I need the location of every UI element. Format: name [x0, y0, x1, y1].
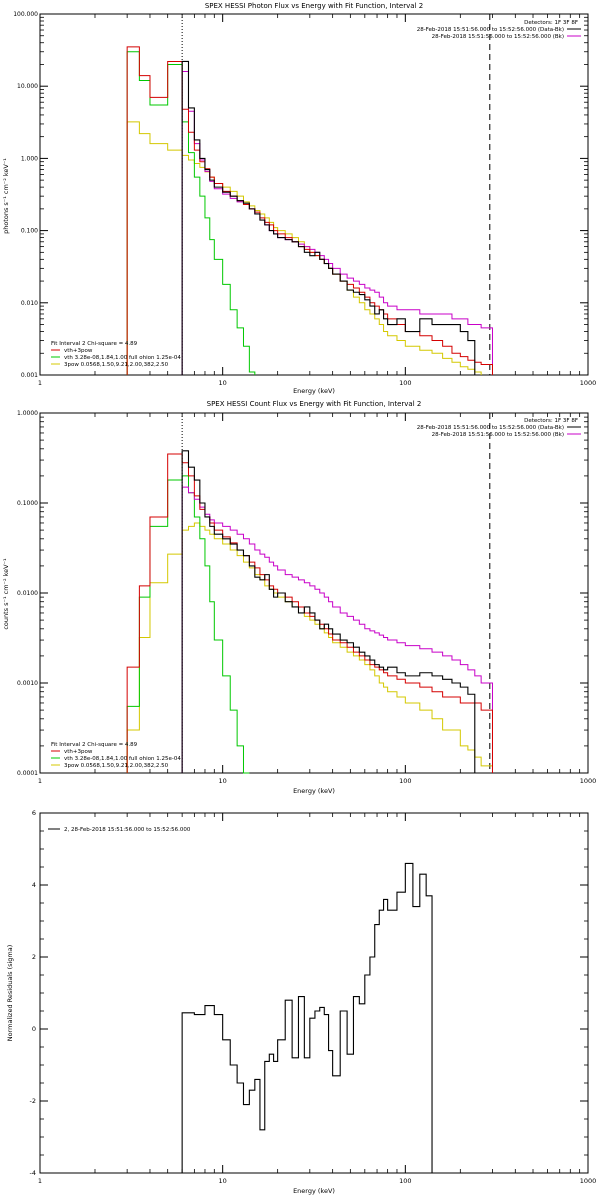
panel2-axes: 1 10 100 1000 0.0001 0.0010 0.0100 0.1000 1.0000	[17, 410, 596, 785]
panel1-detectors: Detectors: 1F 3F 8F	[524, 20, 578, 26]
panel2-ytick-label: 0.0100	[17, 590, 38, 597]
panel1-vth3pow-label: vth+3pow	[64, 348, 93, 354]
panel1-series-vth	[126, 51, 256, 375]
panel2-data-interval: 28-Feb-2018 15:51:56.000 to 15:52:56.000…	[417, 425, 564, 431]
panel3-legend-label: 2, 28-Feb-2018 15:51:56.000 to 15:52:56.…	[64, 827, 191, 833]
panel1-ytick-label: 0.100	[21, 228, 38, 235]
panel1-frame	[39, 13, 589, 376]
panel2-pow-label: 3pow 0.0568,1.50,9.21,2.00,382,2.50	[64, 763, 169, 769]
panel3-xtick-label: 1	[38, 1177, 42, 1185]
photon-flux-panel: SPEX HESSI Photon Flux vs Energy with Fi…	[2, 2, 596, 395]
residuals-panel: 1 10 100 1000 -4 -2 0 2 4 6 Energy (keV) Normaliz…	[6, 809, 596, 1195]
panel2-xtick-label: 10	[219, 777, 227, 785]
panel3-frame	[39, 812, 589, 1174]
panel3-ytick-label: -2	[30, 1097, 36, 1105]
panel1-pow-label: 3pow 0.0568,1.50,9.21,2.00,382,2.50	[64, 362, 169, 368]
panel2-ytick-label: 1.0000	[17, 410, 38, 417]
panel1-title: SPEX HESSI Photon Flux vs Energy with Fi…	[205, 2, 423, 10]
panel3-ytick-label: 6	[32, 809, 36, 817]
panel2-series-data	[181, 450, 476, 773]
panel1-ytick-label: 0.001	[21, 372, 38, 379]
panel2-series-bk	[181, 486, 493, 773]
panel1-series-data	[181, 60, 476, 375]
panel2-xtick-label: 100	[399, 777, 411, 785]
panel3-ytick-label: -4	[30, 1169, 36, 1177]
panel2-xtick-label: 1000	[580, 777, 597, 785]
panel2-detectors: Detectors: 1F 3F 8F	[524, 418, 578, 424]
panel2-series	[126, 413, 493, 774]
panel3-series	[181, 862, 433, 1173]
panel2-detectors-legend: Detectors: 1F 3F 8F 28-Feb-2018 15:51:56…	[417, 418, 581, 438]
panel1-fit-legend: Fit Interval 2 Chi-square = 4.89 vth+3po…	[51, 341, 181, 368]
panel1-ytick-label: 0.010	[21, 300, 38, 307]
panel3-series-data	[181, 862, 433, 1173]
panel1-xtick-label: 1	[38, 379, 42, 387]
panel1-detectors-legend: Detectors: 1F 3F 8F 28-Feb-2018 15:51:56…	[417, 20, 581, 40]
panel2-series-vth	[126, 475, 250, 774]
panel1-ytick-label: 10.000	[17, 83, 38, 90]
panel2-ytick-label: 0.0001	[17, 770, 38, 777]
panel2-vth-label: vth 3.28e-08,1.84,1.00 full ohion 1.25e-…	[64, 756, 181, 762]
panel3-xtick-label: 100	[399, 1177, 411, 1185]
panel3-ylabel: Normalized Residuals (sigma)	[6, 945, 14, 1042]
panel1-series-bk	[181, 70, 493, 375]
panel3-ytick-label: 4	[32, 881, 36, 889]
panel2-title: SPEX HESSI Count Flux vs Energy with Fit…	[207, 400, 422, 408]
panel3-axes: 1 10 100 1000 -4 -2 0 2 4 6	[30, 809, 597, 1185]
panel3-xtick-label: 10	[219, 1177, 227, 1185]
panel1-xtick-label: 1000	[580, 379, 597, 387]
panel1-vth-label: vth 3.28e-08,1.84,1.00 full ohion 1.25e-…	[64, 355, 181, 361]
panel3-ytick-label: 0	[32, 1025, 36, 1033]
count-flux-panel: SPEX HESSI Count Flux vs Energy with Fit…	[2, 400, 596, 795]
panel2-bk-interval: 28-Feb-2018 15:51:56.000 to 15:52:56.000…	[432, 432, 564, 438]
panel2-ytick-label: 0.1000	[17, 500, 38, 507]
panel1-xlabel: Energy (keV)	[293, 387, 335, 395]
panel2-frame	[39, 412, 589, 774]
panel1-axes: 1 10 100 1000 0.001 0.010 0.100 1.000 10.000 100.…	[13, 11, 596, 387]
panel2-ylabel: counts s⁻¹ cm⁻² keV⁻¹	[2, 558, 10, 630]
panel3-xlabel: Energy (keV)	[293, 1187, 335, 1195]
panel2-fit-header: Fit Interval 2 Chi-square = 4.89	[51, 742, 138, 748]
panel1-ytick-label: 100.000	[13, 11, 38, 18]
panel2-xlabel: Energy (keV)	[293, 787, 335, 795]
panel2-ytick-label: 0.0010	[17, 680, 38, 687]
panel3-xtick-label: 1000	[580, 1177, 597, 1185]
panel1-ylabel: photons s⁻¹ cm⁻² keV⁻¹	[2, 158, 10, 234]
panel2-xtick-label: 1	[38, 777, 42, 785]
panel2-fit-legend: Fit Interval 2 Chi-square = 4.89 vth+3po…	[51, 742, 181, 769]
panel1-ytick-label: 1.000	[21, 155, 38, 162]
panel1-xtick-label: 10	[219, 379, 227, 387]
panel3-ytick-label: 2	[32, 953, 36, 961]
panel1-data-interval: 28-Feb-2018 15:51:56.000 to 15:52:56.000…	[417, 27, 564, 33]
panel1-fit-header: Fit Interval 2 Chi-square = 4.89	[51, 341, 138, 347]
panel1-xtick-label: 100	[399, 379, 411, 387]
panel1-bk-interval: 28-Feb-2018 15:51:56.000 to 15:52:56.000…	[432, 34, 564, 40]
panel1-series	[126, 14, 493, 375]
panel2-vth3pow-label: vth+3pow	[64, 749, 93, 755]
